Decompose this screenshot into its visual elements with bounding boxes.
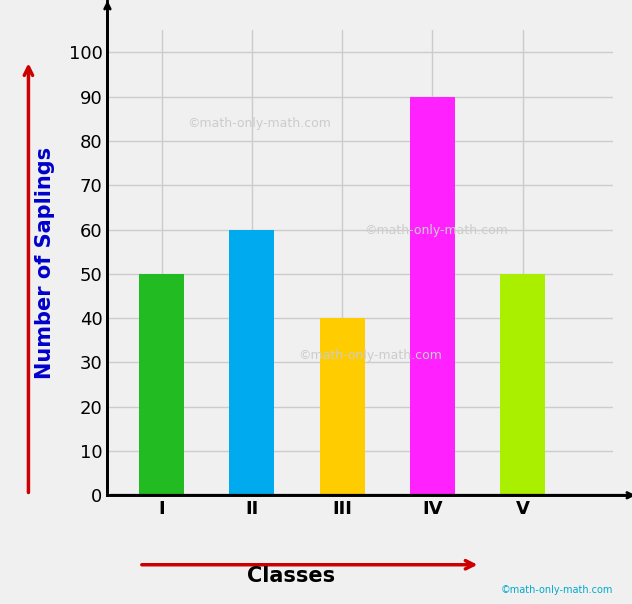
Y-axis label: Number of Saplings: Number of Saplings	[35, 147, 55, 379]
Bar	[500, 274, 545, 495]
Bar	[410, 97, 455, 495]
Text: ©math-only-math.com: ©math-only-math.com	[187, 117, 331, 130]
Text: ©math-only-math.com: ©math-only-math.com	[298, 349, 442, 362]
Text: ©math-only-math.com: ©math-only-math.com	[364, 223, 508, 237]
Text: ©math-only-math.com: ©math-only-math.com	[501, 585, 613, 595]
Bar	[139, 274, 184, 495]
Bar	[320, 318, 365, 495]
Bar	[229, 230, 274, 495]
Text: Classes: Classes	[246, 566, 335, 586]
